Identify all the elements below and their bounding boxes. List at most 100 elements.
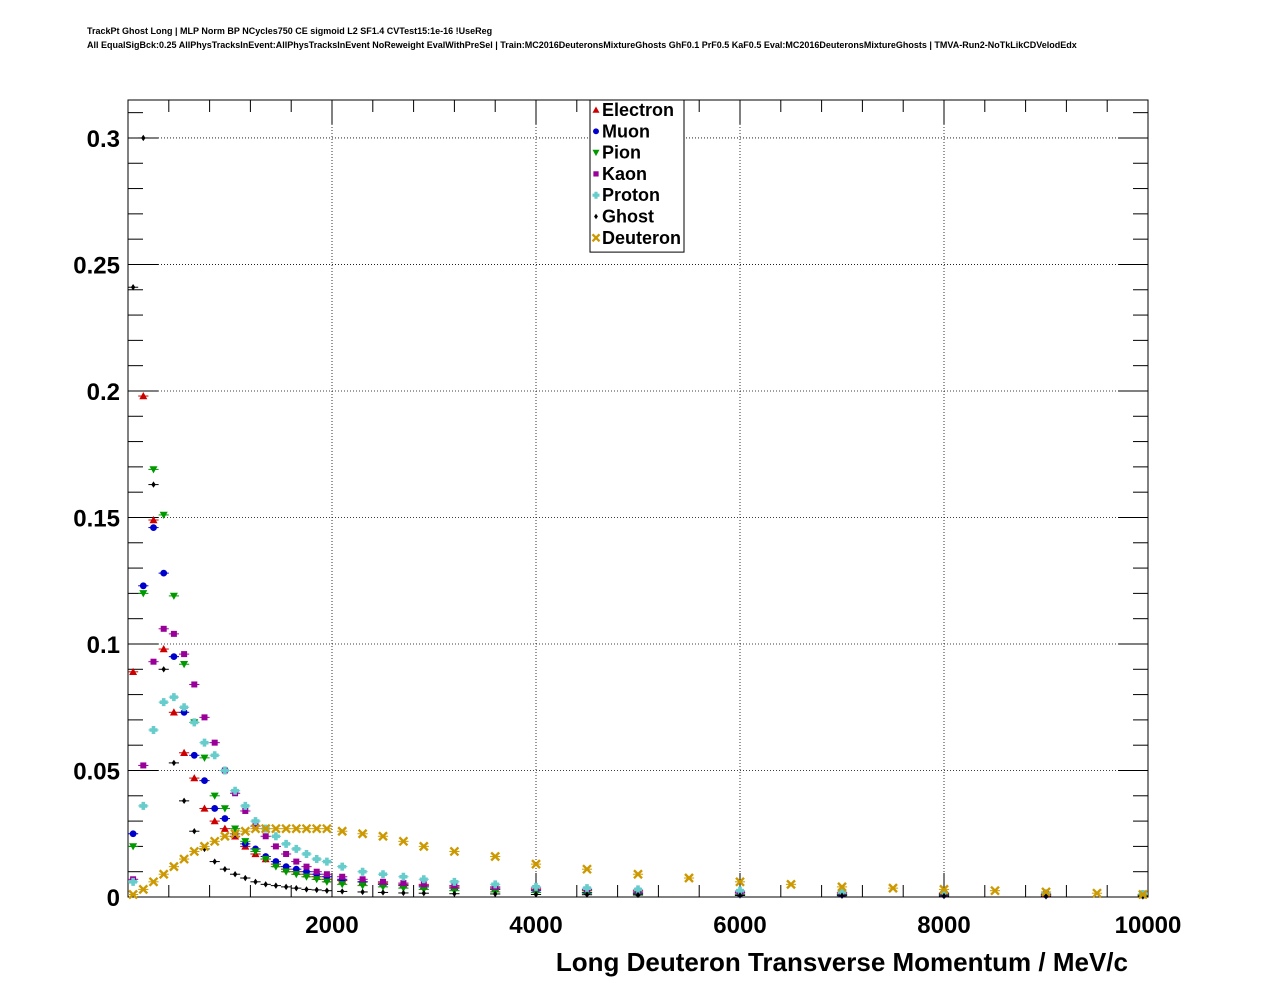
data-point-deuteron bbox=[301, 823, 312, 834]
data-point-muon bbox=[160, 569, 168, 577]
data-point-pion bbox=[241, 838, 250, 846]
data-point-deuteron bbox=[398, 836, 409, 847]
data-point-pion bbox=[210, 792, 219, 800]
data-point-deuteron bbox=[128, 889, 138, 900]
data-point-kaon bbox=[242, 807, 249, 814]
data-point-deuteron bbox=[260, 823, 271, 834]
data-point-pion bbox=[220, 805, 229, 813]
data-point-pion bbox=[282, 868, 291, 876]
data-point-deuteron bbox=[449, 846, 460, 857]
data-point-deuteron bbox=[837, 882, 847, 892]
data-point-deuteron bbox=[1138, 889, 1148, 900]
data-point-deuteron bbox=[582, 864, 592, 875]
series-electron bbox=[128, 392, 1148, 899]
y-tick-label: 0.2 bbox=[87, 379, 120, 406]
data-point-ghost bbox=[304, 886, 309, 893]
data-point-kaon bbox=[211, 739, 218, 746]
legend-label-muon: Muon bbox=[602, 121, 650, 141]
data-point-proton bbox=[129, 877, 138, 886]
legend-marker-muon bbox=[593, 128, 599, 135]
data-point-electron bbox=[139, 392, 148, 400]
data-point-deuteron bbox=[378, 831, 388, 842]
data-point-pion bbox=[379, 883, 387, 891]
data-point-deuteron bbox=[199, 841, 210, 852]
y-tick-label: 0.05 bbox=[73, 758, 120, 785]
data-point-pion bbox=[338, 881, 347, 889]
data-point-pion bbox=[358, 882, 367, 890]
data-point-ghost bbox=[151, 481, 156, 488]
data-point-deuteron bbox=[209, 836, 220, 847]
data-point-deuteron bbox=[490, 851, 501, 862]
data-point-ghost bbox=[340, 888, 345, 895]
data-point-deuteron bbox=[271, 823, 281, 834]
data-point-ghost bbox=[314, 886, 319, 894]
data-point-deuteron bbox=[531, 859, 541, 869]
y-tick-label: 0.25 bbox=[73, 252, 120, 279]
data-point-deuteron bbox=[735, 876, 745, 887]
data-point-deuteron bbox=[1041, 887, 1051, 897]
data-point-proton bbox=[190, 718, 199, 727]
legend-label-ghost: Ghost bbox=[602, 207, 654, 227]
x-tick-label: 4000 bbox=[509, 912, 562, 939]
data-point-deuteron bbox=[220, 831, 230, 842]
data-point-ghost bbox=[232, 871, 238, 878]
data-point-ghost bbox=[222, 865, 228, 873]
data-point-pion bbox=[231, 825, 240, 833]
data-point-deuteron bbox=[684, 873, 694, 883]
x-tick-label: 6000 bbox=[713, 912, 766, 939]
data-point-ghost bbox=[584, 891, 590, 898]
data-point-electron bbox=[200, 804, 209, 812]
data-point-electron bbox=[190, 774, 199, 782]
data-point-deuteron bbox=[786, 879, 796, 890]
data-point-electron bbox=[169, 708, 178, 716]
data-point-deuteron bbox=[281, 823, 291, 834]
legend-marker-kaon bbox=[593, 171, 599, 177]
data-point-kaon bbox=[140, 762, 147, 769]
data-point-proton bbox=[838, 887, 846, 896]
data-point-kaon bbox=[283, 850, 290, 857]
legend-label-pion: Pion bbox=[602, 143, 641, 163]
legend-marker-ghost bbox=[594, 213, 598, 220]
data-point-proton bbox=[322, 857, 331, 866]
data-point-pion bbox=[322, 878, 331, 886]
data-point-kaon bbox=[191, 681, 198, 688]
data-point-electron bbox=[129, 667, 138, 676]
y-tick-label: 0 bbox=[107, 885, 120, 912]
series-kaon bbox=[128, 625, 1148, 898]
data-point-muon bbox=[221, 815, 229, 822]
data-point-ghost bbox=[130, 284, 136, 291]
data-point-proton bbox=[169, 693, 178, 702]
data-point-pion bbox=[261, 855, 270, 864]
data-point-proton bbox=[736, 886, 744, 895]
data-point-deuteron bbox=[250, 823, 261, 834]
data-point-deuteron bbox=[990, 885, 1000, 896]
series-muon bbox=[128, 524, 1148, 899]
data-point-kaon bbox=[313, 868, 320, 875]
data-point-ghost bbox=[283, 883, 289, 891]
data-point-ghost bbox=[380, 889, 386, 896]
data-point-proton bbox=[271, 832, 280, 841]
data-point-ghost bbox=[635, 891, 641, 899]
x-tick-label: 10000 bbox=[1115, 912, 1182, 939]
y-tick-label: 0.1 bbox=[87, 632, 120, 659]
data-point-kaon bbox=[201, 714, 208, 721]
data-point-kaon bbox=[150, 658, 157, 665]
series-proton bbox=[128, 693, 1148, 898]
data-point-deuteron bbox=[888, 883, 898, 893]
data-point-electron bbox=[220, 824, 229, 832]
data-point-muon bbox=[211, 805, 219, 812]
data-point-pion bbox=[180, 661, 189, 669]
data-point-kaon bbox=[160, 625, 167, 632]
legend-marker-pion bbox=[592, 149, 600, 157]
data-point-electron bbox=[149, 516, 158, 524]
data-point-pion bbox=[139, 590, 148, 598]
data-point-proton bbox=[634, 885, 642, 894]
data-point-pion bbox=[169, 592, 178, 600]
data-point-kaon bbox=[400, 880, 407, 887]
data-point-proton bbox=[419, 875, 428, 884]
data-point-ghost bbox=[493, 890, 498, 898]
data-point-kaon bbox=[181, 651, 188, 658]
data-point-proton bbox=[302, 849, 311, 858]
data-point-ghost bbox=[212, 858, 217, 865]
data-point-deuteron bbox=[322, 823, 332, 834]
